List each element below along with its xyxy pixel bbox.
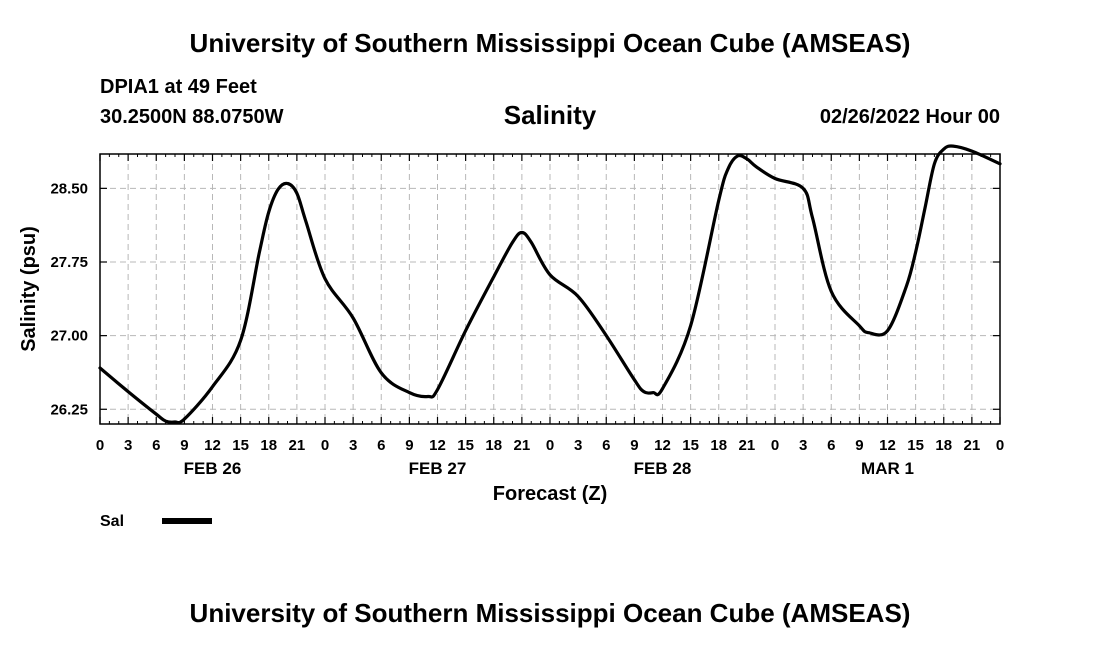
x-tick-label: 18 (935, 437, 952, 454)
series-line-sal (98, 144, 1002, 425)
x-tick-label: 9 (405, 437, 413, 454)
x-tick-label: 12 (429, 437, 446, 454)
x-tick-label: 15 (232, 437, 249, 454)
axis-labels: 0 3 6 9 12 15 18 21 0 3 6 9 12 15 18 21 0 3 6 9 12 15 18 21 0 3 6 9… (50, 180, 1004, 478)
x-tick-label: 15 (907, 437, 924, 454)
x-tick-label: 12 (879, 437, 896, 454)
x-tick-label: 15 (682, 437, 699, 454)
report-title: University of Southern Mississippi Ocean… (189, 28, 911, 58)
x-tick-label: 0 (546, 437, 554, 454)
y-tick-label: 28.50 (50, 180, 88, 197)
x-tick-label: 9 (630, 437, 638, 454)
x-tick-label: 18 (260, 437, 277, 454)
x-tick-label: 6 (602, 437, 610, 454)
forecast-date: 02/26/2022 Hour 00 (819, 106, 1000, 128)
x-tick-label: 6 (377, 437, 385, 454)
x-tick-label: 21 (964, 437, 981, 454)
x-tick-label: 15 (457, 437, 474, 454)
grid-lines (100, 154, 1000, 424)
y-tick-label: 27.00 (50, 328, 88, 345)
x-tick-label: 21 (739, 437, 756, 454)
x-tick-label: 12 (204, 437, 221, 454)
x-tick-label: 0 (96, 437, 104, 454)
x-date-label: MAR 1 (861, 459, 914, 478)
y-axis-title: Salinity (psu) (18, 226, 40, 352)
x-tick-label: 21 (514, 437, 531, 454)
x-tick-label: 0 (321, 437, 329, 454)
x-axis-title: Forecast (Z) (493, 483, 607, 505)
y-tick-label: 27.75 (50, 254, 88, 271)
x-date-label: FEB 27 (409, 459, 467, 478)
x-tick-label: 3 (124, 437, 132, 454)
x-tick-label: 6 (152, 437, 160, 454)
chart-title: Salinity (503, 100, 597, 130)
station-coordinates: 30.2500N 88.0750W (100, 106, 284, 128)
x-tick-label: 0 (996, 437, 1004, 454)
x-tick-label: 18 (710, 437, 727, 454)
x-tick-label: 3 (574, 437, 582, 454)
x-tick-label: 18 (485, 437, 502, 454)
x-date-label: FEB 28 (634, 459, 692, 478)
legend: Sal (100, 513, 212, 530)
axis-ticks (99, 154, 1001, 424)
x-tick-label: 3 (349, 437, 357, 454)
x-tick-label: 21 (289, 437, 306, 454)
x-tick-label: 0 (771, 437, 779, 454)
x-tick-label: 6 (827, 437, 835, 454)
x-date-label: FEB 26 (184, 459, 242, 478)
station-name: DPIA1 at 49 Feet (100, 76, 257, 98)
x-tick-label: 12 (654, 437, 671, 454)
x-tick-label: 3 (799, 437, 807, 454)
x-tick-label: 9 (855, 437, 863, 454)
y-tick-label: 26.25 (50, 401, 88, 418)
x-tick-label: 9 (180, 437, 188, 454)
footer-title: University of Southern Mississippi Ocean… (189, 598, 911, 628)
legend-label: Sal (100, 513, 124, 530)
